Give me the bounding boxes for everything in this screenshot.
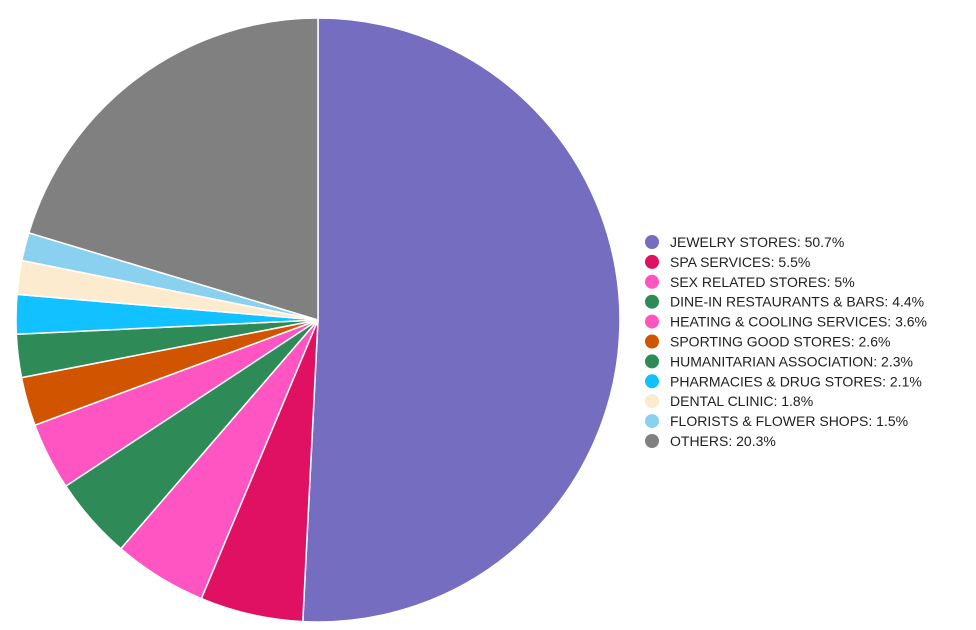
- legend-label: HUMANITARIAN ASSOCIATION: 2.3%: [670, 353, 913, 369]
- legend-swatch: [645, 334, 659, 349]
- legend-label: SEX RELATED STORES: 5%: [670, 274, 855, 290]
- legend-item-heating-and-cooling-services[interactable]: HEATING & COOLING SERVICES: 3.6%: [645, 314, 927, 330]
- legend-swatch: [645, 354, 659, 369]
- legend-item-others[interactable]: OTHERS: 20.3%: [645, 433, 776, 449]
- legend-swatch: [645, 394, 659, 409]
- legend-label: OTHERS: 20.3%: [670, 433, 776, 449]
- legend-label: JEWELRY STORES: 50.7%: [670, 234, 844, 250]
- legend-label: SPORTING GOOD STORES: 2.6%: [670, 334, 890, 350]
- legend: JEWELRY STORES: 50.7% SPA SERVICES: 5.5% S…: [645, 234, 927, 449]
- legend-item-dine-in-restaurants-and-bars[interactable]: DINE-IN RESTAURANTS & BARS: 4.4%: [645, 294, 924, 310]
- legend-label: DINE-IN RESTAURANTS & BARS: 4.4%: [670, 294, 924, 310]
- legend-item-sporting-good-stores[interactable]: SPORTING GOOD STORES: 2.6%: [645, 334, 890, 350]
- legend-label: HEATING & COOLING SERVICES: 3.6%: [670, 314, 927, 330]
- legend-item-pharmacies-and-drug-stores[interactable]: PHARMACIES & DRUG STORES: 2.1%: [645, 373, 922, 389]
- legend-swatch: [645, 374, 659, 389]
- legend-swatch: [645, 254, 659, 269]
- legend-swatch: [645, 274, 659, 289]
- pie-slices: [15, 17, 621, 623]
- legend-label: SPA SERVICES: 5.5%: [670, 254, 810, 270]
- legend-item-jewelry-stores[interactable]: JEWELRY STORES: 50.7%: [645, 234, 844, 250]
- legend-swatch: [645, 235, 659, 249]
- legend-label: PHARMACIES & DRUG STORES: 2.1%: [670, 373, 922, 389]
- legend-item-dental-clinic[interactable]: DENTAL CLINIC: 1.8%: [645, 393, 813, 409]
- legend-swatch: [645, 314, 659, 329]
- legend-item-sex-related-stores[interactable]: SEX RELATED STORES: 5%: [645, 274, 855, 290]
- legend-label: FLORISTS & FLOWER SHOPS: 1.5%: [670, 413, 908, 429]
- pie-slice-others[interactable]: [27, 17, 319, 322]
- legend-label: DENTAL CLINIC: 1.8%: [670, 393, 813, 409]
- legend-item-humanitarian-association[interactable]: HUMANITARIAN ASSOCIATION: 2.3%: [645, 353, 913, 369]
- legend-swatch: [645, 294, 659, 309]
- legend-item-spa-services[interactable]: SPA SERVICES: 5.5%: [645, 254, 810, 270]
- legend-swatch: [645, 414, 659, 429]
- legend-swatch: [645, 434, 659, 448]
- legend-item-florists-and-flower-shops[interactable]: FLORISTS & FLOWER SHOPS: 1.5%: [645, 413, 908, 429]
- pie-slice-jewelry-stores[interactable]: [302, 17, 621, 623]
